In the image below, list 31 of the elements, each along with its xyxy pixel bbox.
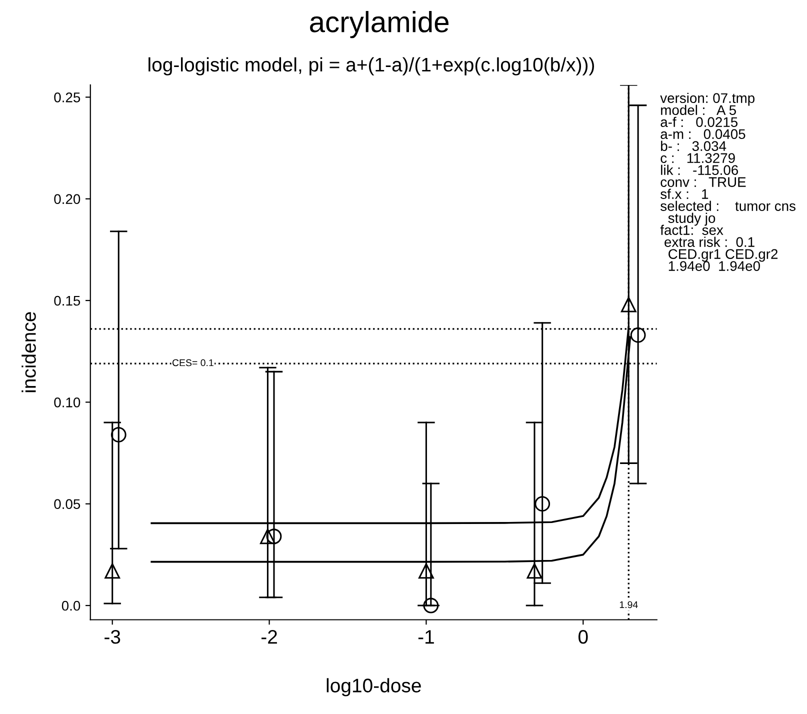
text: model : A 5 bbox=[661, 104, 736, 116]
text: a-f : 0.0215 bbox=[660, 116, 738, 128]
text: CED.gr1 CED.gr2 bbox=[668, 249, 778, 262]
text: fact1: sex bbox=[660, 224, 724, 235]
y-tick-label: 0.25 bbox=[54, 92, 80, 102]
text: a-m : 0.0405 bbox=[660, 129, 746, 140]
text: study jo bbox=[668, 212, 716, 226]
y-tick-label: 0.10 bbox=[54, 398, 80, 408]
ref-line-label: CES= 0.1 bbox=[172, 359, 214, 366]
text: selected : tumor cns bbox=[660, 200, 796, 211]
x-tick-label: 0 bbox=[578, 630, 588, 644]
text: 1.94e0 1.94e0 bbox=[668, 261, 760, 271]
text: extra risk : 0.1 bbox=[664, 236, 754, 247]
chart-title: acrylamide bbox=[310, 10, 449, 38]
chart-subtitle: log-logistic model, pi = a+(1-a)/(1+exp(c.log10(b/x))) bbox=[148, 57, 594, 76]
text: version: 07.tmp bbox=[660, 92, 754, 106]
x-axis-title: log10-dose bbox=[326, 678, 421, 696]
annotation: 1.94 bbox=[620, 601, 638, 608]
y-tick-label: 0.0 bbox=[62, 600, 80, 611]
text: conv : TRUE bbox=[660, 177, 746, 187]
y-axis-title: incidence bbox=[22, 312, 36, 392]
text: c : 11.3279 bbox=[660, 153, 735, 163]
y-tick-label: 0.05 bbox=[54, 499, 80, 510]
x-tick-label: -1 bbox=[418, 630, 434, 644]
y-tick-label: 0.15 bbox=[54, 296, 80, 306]
y-tick-label: 0.20 bbox=[54, 194, 80, 204]
x-tick-label: -3 bbox=[104, 630, 120, 644]
x-tick-label: -2 bbox=[262, 630, 277, 644]
text: sf.x : 1 bbox=[660, 188, 708, 199]
text: b- : 3.034 bbox=[661, 140, 726, 152]
text: lik : -115.06 bbox=[661, 164, 738, 175]
